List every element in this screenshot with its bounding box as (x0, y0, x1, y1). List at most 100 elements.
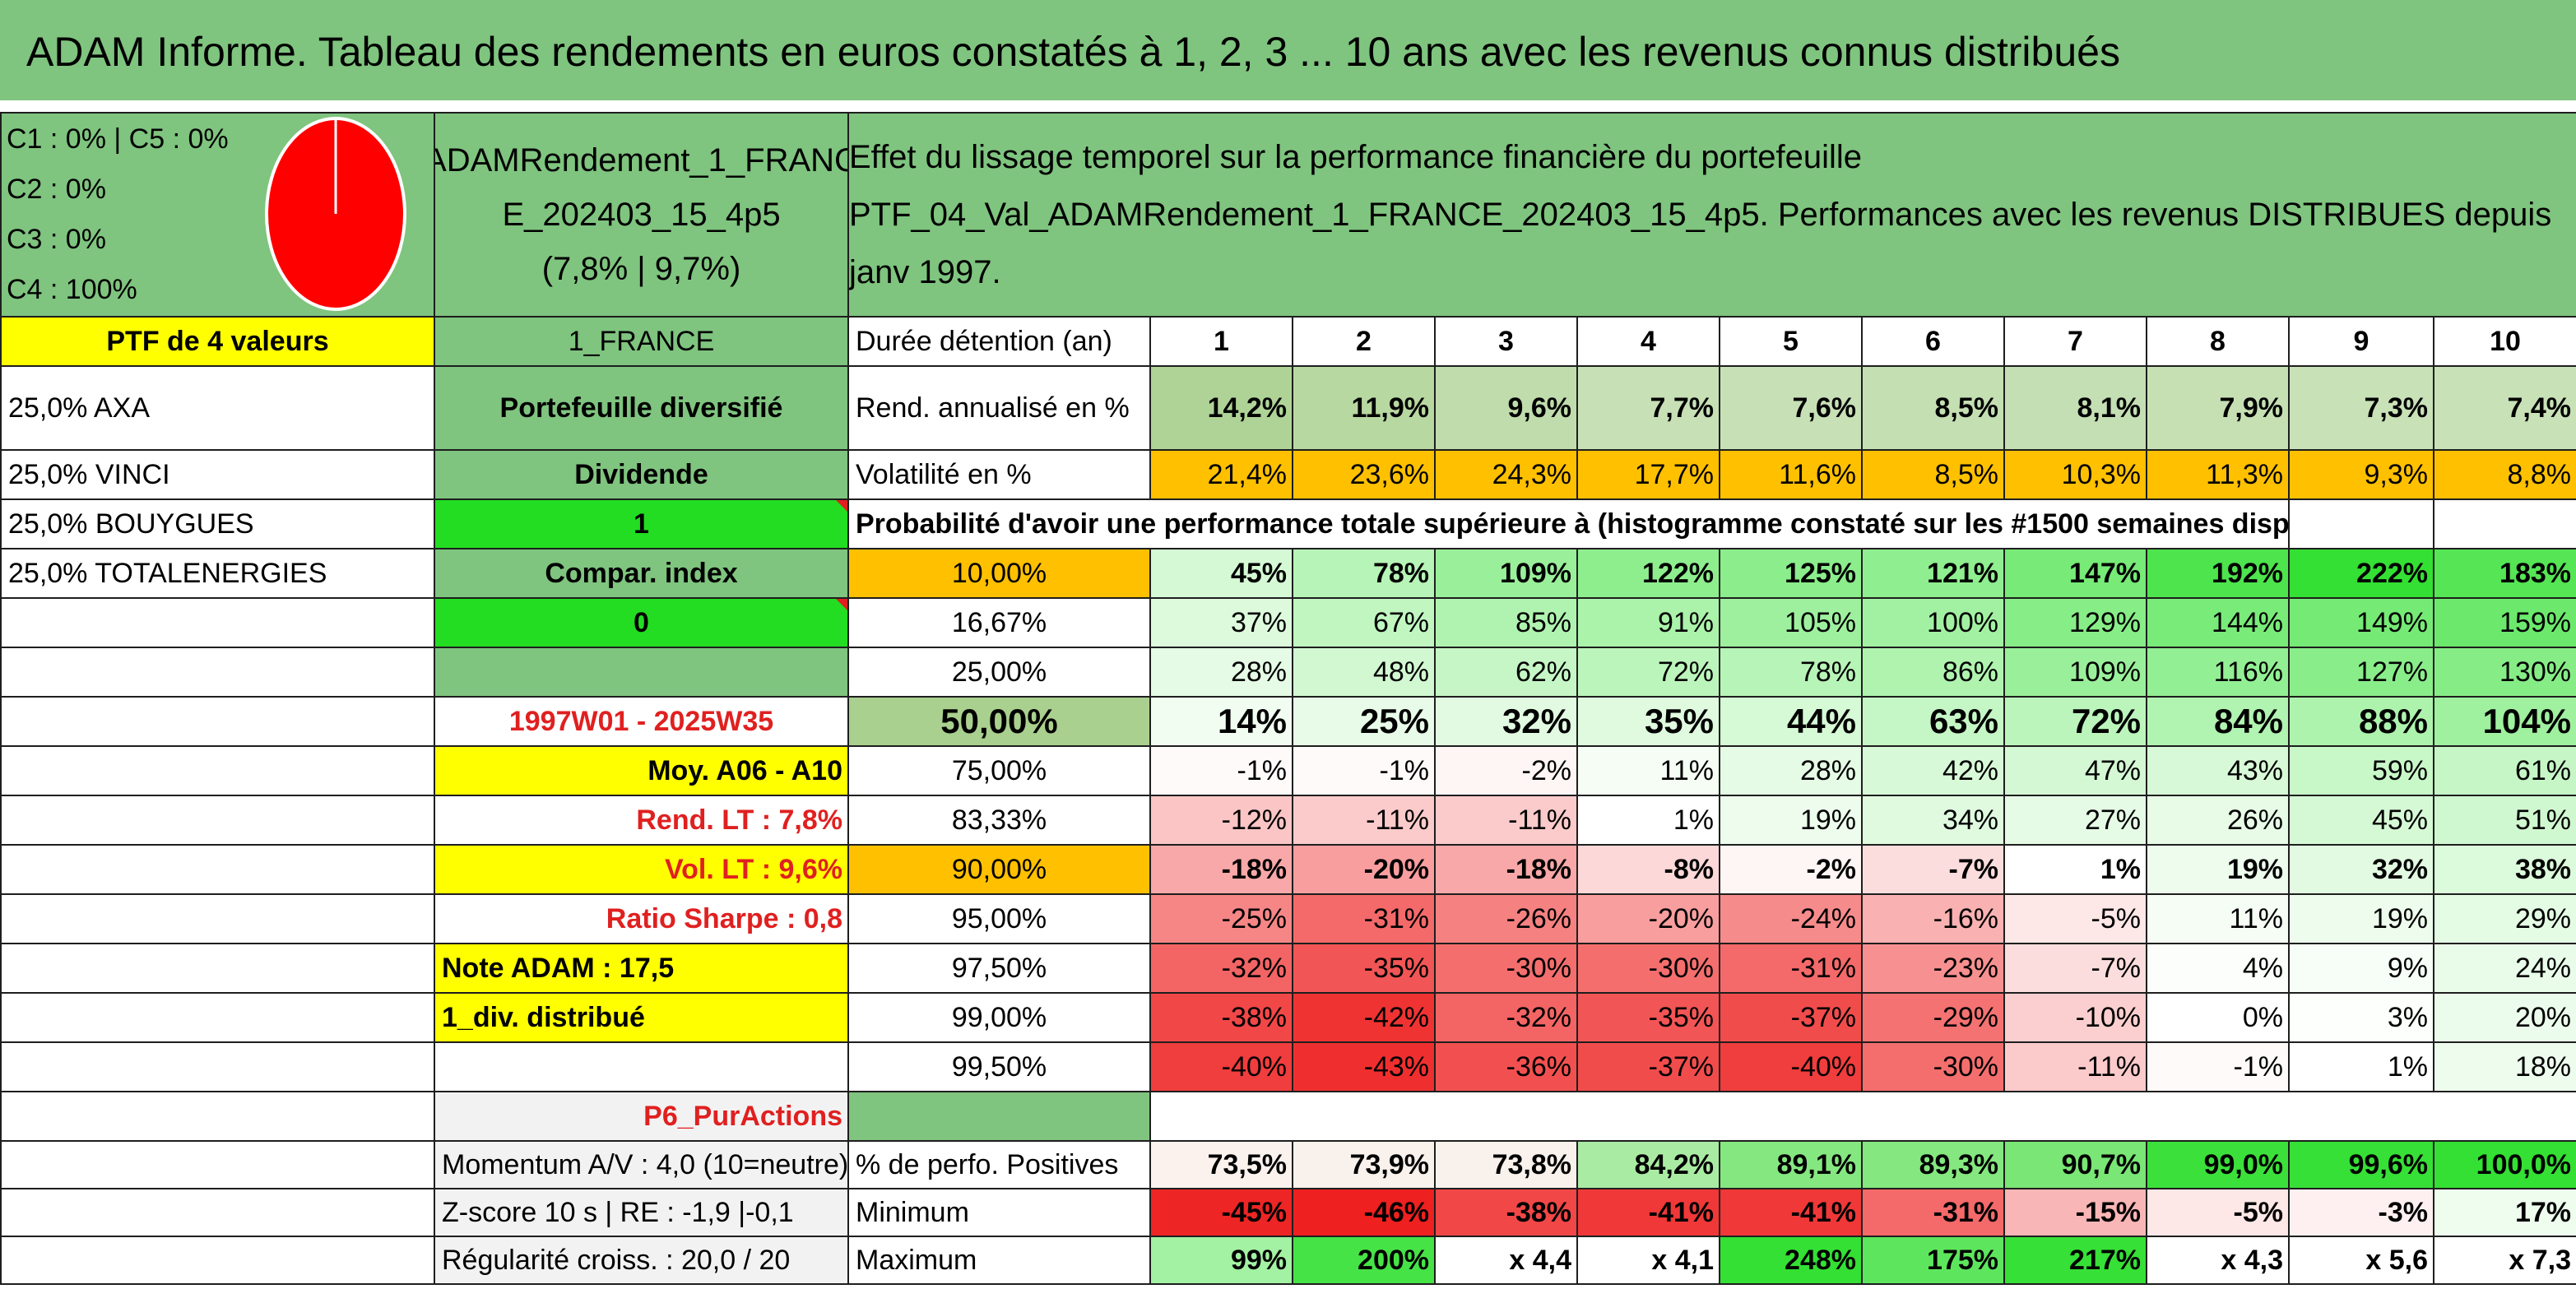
min-value: -41% (1719, 1188, 1863, 1237)
empty-cell (0, 1188, 435, 1237)
max-value: 217% (2003, 1236, 2147, 1285)
probability-value: 42% (1861, 745, 2005, 796)
allocation-cell: C1 : 0% | C5 : 0% C2 : 0% C3 : 0% C4 : 100% (0, 112, 435, 318)
probability-value: -12% (1149, 795, 1293, 846)
probability-value: -18% (1149, 844, 1293, 895)
dividende-value: 1 (434, 498, 849, 549)
probability-value: -40% (1149, 1041, 1293, 1092)
probability-value: -11% (1434, 795, 1578, 846)
pos-value: 73,9% (1292, 1140, 1436, 1189)
probability-value: -36% (1434, 1041, 1578, 1092)
probability-value: 32% (1434, 696, 1578, 747)
probability-value: 1% (1576, 795, 1720, 846)
probability-value: 129% (2003, 597, 2147, 648)
empty-cell (0, 1041, 435, 1092)
probability-value: 78% (1719, 647, 1863, 698)
div-distribue-label: 1_div. distribué (434, 992, 849, 1043)
probability-value: -8% (1576, 844, 1720, 895)
probability-value: -24% (1719, 893, 1863, 944)
probability-value: -11% (1292, 795, 1436, 846)
probability-value: 19% (2146, 844, 2290, 895)
probability-value: -29% (1861, 992, 2005, 1043)
zscore-label: Z-score 10 s | RE : -1,9 |-0,1 (434, 1188, 849, 1237)
probability-value: -25% (1149, 893, 1293, 944)
probability-value: -5% (2003, 893, 2147, 944)
pos-value: 73,5% (1149, 1140, 1293, 1189)
probability-value: -2% (1719, 844, 1863, 895)
quantile-label: 99,50% (847, 1041, 1151, 1092)
probability-value: 3% (2288, 992, 2434, 1043)
probability-value: 18% (2433, 1041, 2576, 1092)
year-header: 2 (1292, 316, 1436, 367)
vol-value: 11,6% (1719, 449, 1863, 500)
rend-value: 7,3% (2288, 365, 2434, 451)
probability-value: 100% (1861, 597, 2005, 648)
category-label: P6_PurActions (434, 1091, 849, 1142)
probability-value: -31% (1292, 893, 1436, 944)
allocation-line: C4 : 100% (7, 274, 137, 305)
table-header: Effet du lissage temporel sur la perform… (847, 112, 2576, 318)
probability-value: -32% (1149, 943, 1293, 994)
vol-value: 17,7% (1576, 449, 1720, 500)
probability-value: 25% (1292, 696, 1436, 747)
portfolio-name: ADAMRendement_1_FRANC E_202403_15_4p5 (7,8… (434, 112, 849, 318)
probability-value: 144% (2146, 597, 2290, 648)
probability-value: -16% (1861, 893, 2005, 944)
probability-value: -20% (1292, 844, 1436, 895)
pos-value: 99,6% (2288, 1140, 2434, 1189)
rend-value: 11,9% (1292, 365, 1436, 451)
probability-value: -11% (2003, 1041, 2147, 1092)
header-line: PTF_04_Val_ADAMRendement_1_FRANCE_202403… (849, 197, 2552, 290)
rend-value: 9,6% (1434, 365, 1578, 451)
title-bar: ADAM Informe. Tableau des rendements en … (0, 0, 2576, 100)
probability-value: 147% (2003, 548, 2147, 599)
max-value: 175% (1861, 1236, 2005, 1285)
probability-value: 61% (2433, 745, 2576, 796)
min-value: -41% (1576, 1188, 1720, 1237)
probability-value: -30% (1861, 1041, 2005, 1092)
probability-value: 62% (1434, 647, 1578, 698)
rend-value: 7,9% (2146, 365, 2290, 451)
year-header: 1 (1149, 316, 1293, 367)
probability-value: 149% (2288, 597, 2434, 648)
probability-value: 34% (1861, 795, 2005, 846)
empty-cell (0, 647, 435, 698)
comment-marker-icon (836, 599, 847, 610)
probability-value: 45% (2288, 795, 2434, 846)
probability-value: 192% (2146, 548, 2290, 599)
probability-value: -43% (1292, 1041, 1436, 1092)
probability-value: -10% (2003, 992, 2147, 1043)
allocation-line: C1 : 0% | C5 : 0% (7, 123, 229, 155)
rend-value: 14,2% (1149, 365, 1293, 451)
probability-value: 38% (2433, 844, 2576, 895)
probability-value: 11% (1576, 745, 1720, 796)
portfolio-name-line: E_202403_15_4p5 (502, 197, 781, 233)
empty-cell (0, 1091, 435, 1142)
year-header: 6 (1861, 316, 2005, 367)
probability-value: 222% (2288, 548, 2434, 599)
probability-value: 19% (1719, 795, 1863, 846)
min-value: -31% (1861, 1188, 2005, 1237)
probability-value: 85% (1434, 597, 1578, 648)
max-value: 99% (1149, 1236, 1293, 1285)
probability-value: -37% (1576, 1041, 1720, 1092)
probability-value: -1% (1292, 745, 1436, 796)
min-value: -45% (1149, 1188, 1293, 1237)
probability-value: 127% (2288, 647, 2434, 698)
note-adam-label: Note ADAM : 17,5 (434, 943, 849, 994)
year-header: 7 (2003, 316, 2147, 367)
momentum-label: Momentum A/V : 4,0 (10=neutre) (434, 1140, 849, 1189)
probability-value: 27% (2003, 795, 2147, 846)
probability-value: 130% (2433, 647, 2576, 698)
rend-lt-label: Rend. LT : 7,8% (434, 795, 849, 846)
vol-value: 11,3% (2146, 449, 2290, 500)
probability-value: -35% (1292, 943, 1436, 994)
probability-value: 104% (2433, 696, 2576, 747)
max-value: x 4,4 (1434, 1236, 1578, 1285)
quantile-label: 97,50% (847, 943, 1151, 994)
pos-value: 100,0% (2433, 1140, 2576, 1189)
pos-value: 89,1% (1719, 1140, 1863, 1189)
probability-value: 45% (1149, 548, 1293, 599)
pos-value: 90,7% (2003, 1140, 2147, 1189)
max-value: x 7,3 (2433, 1236, 2576, 1285)
